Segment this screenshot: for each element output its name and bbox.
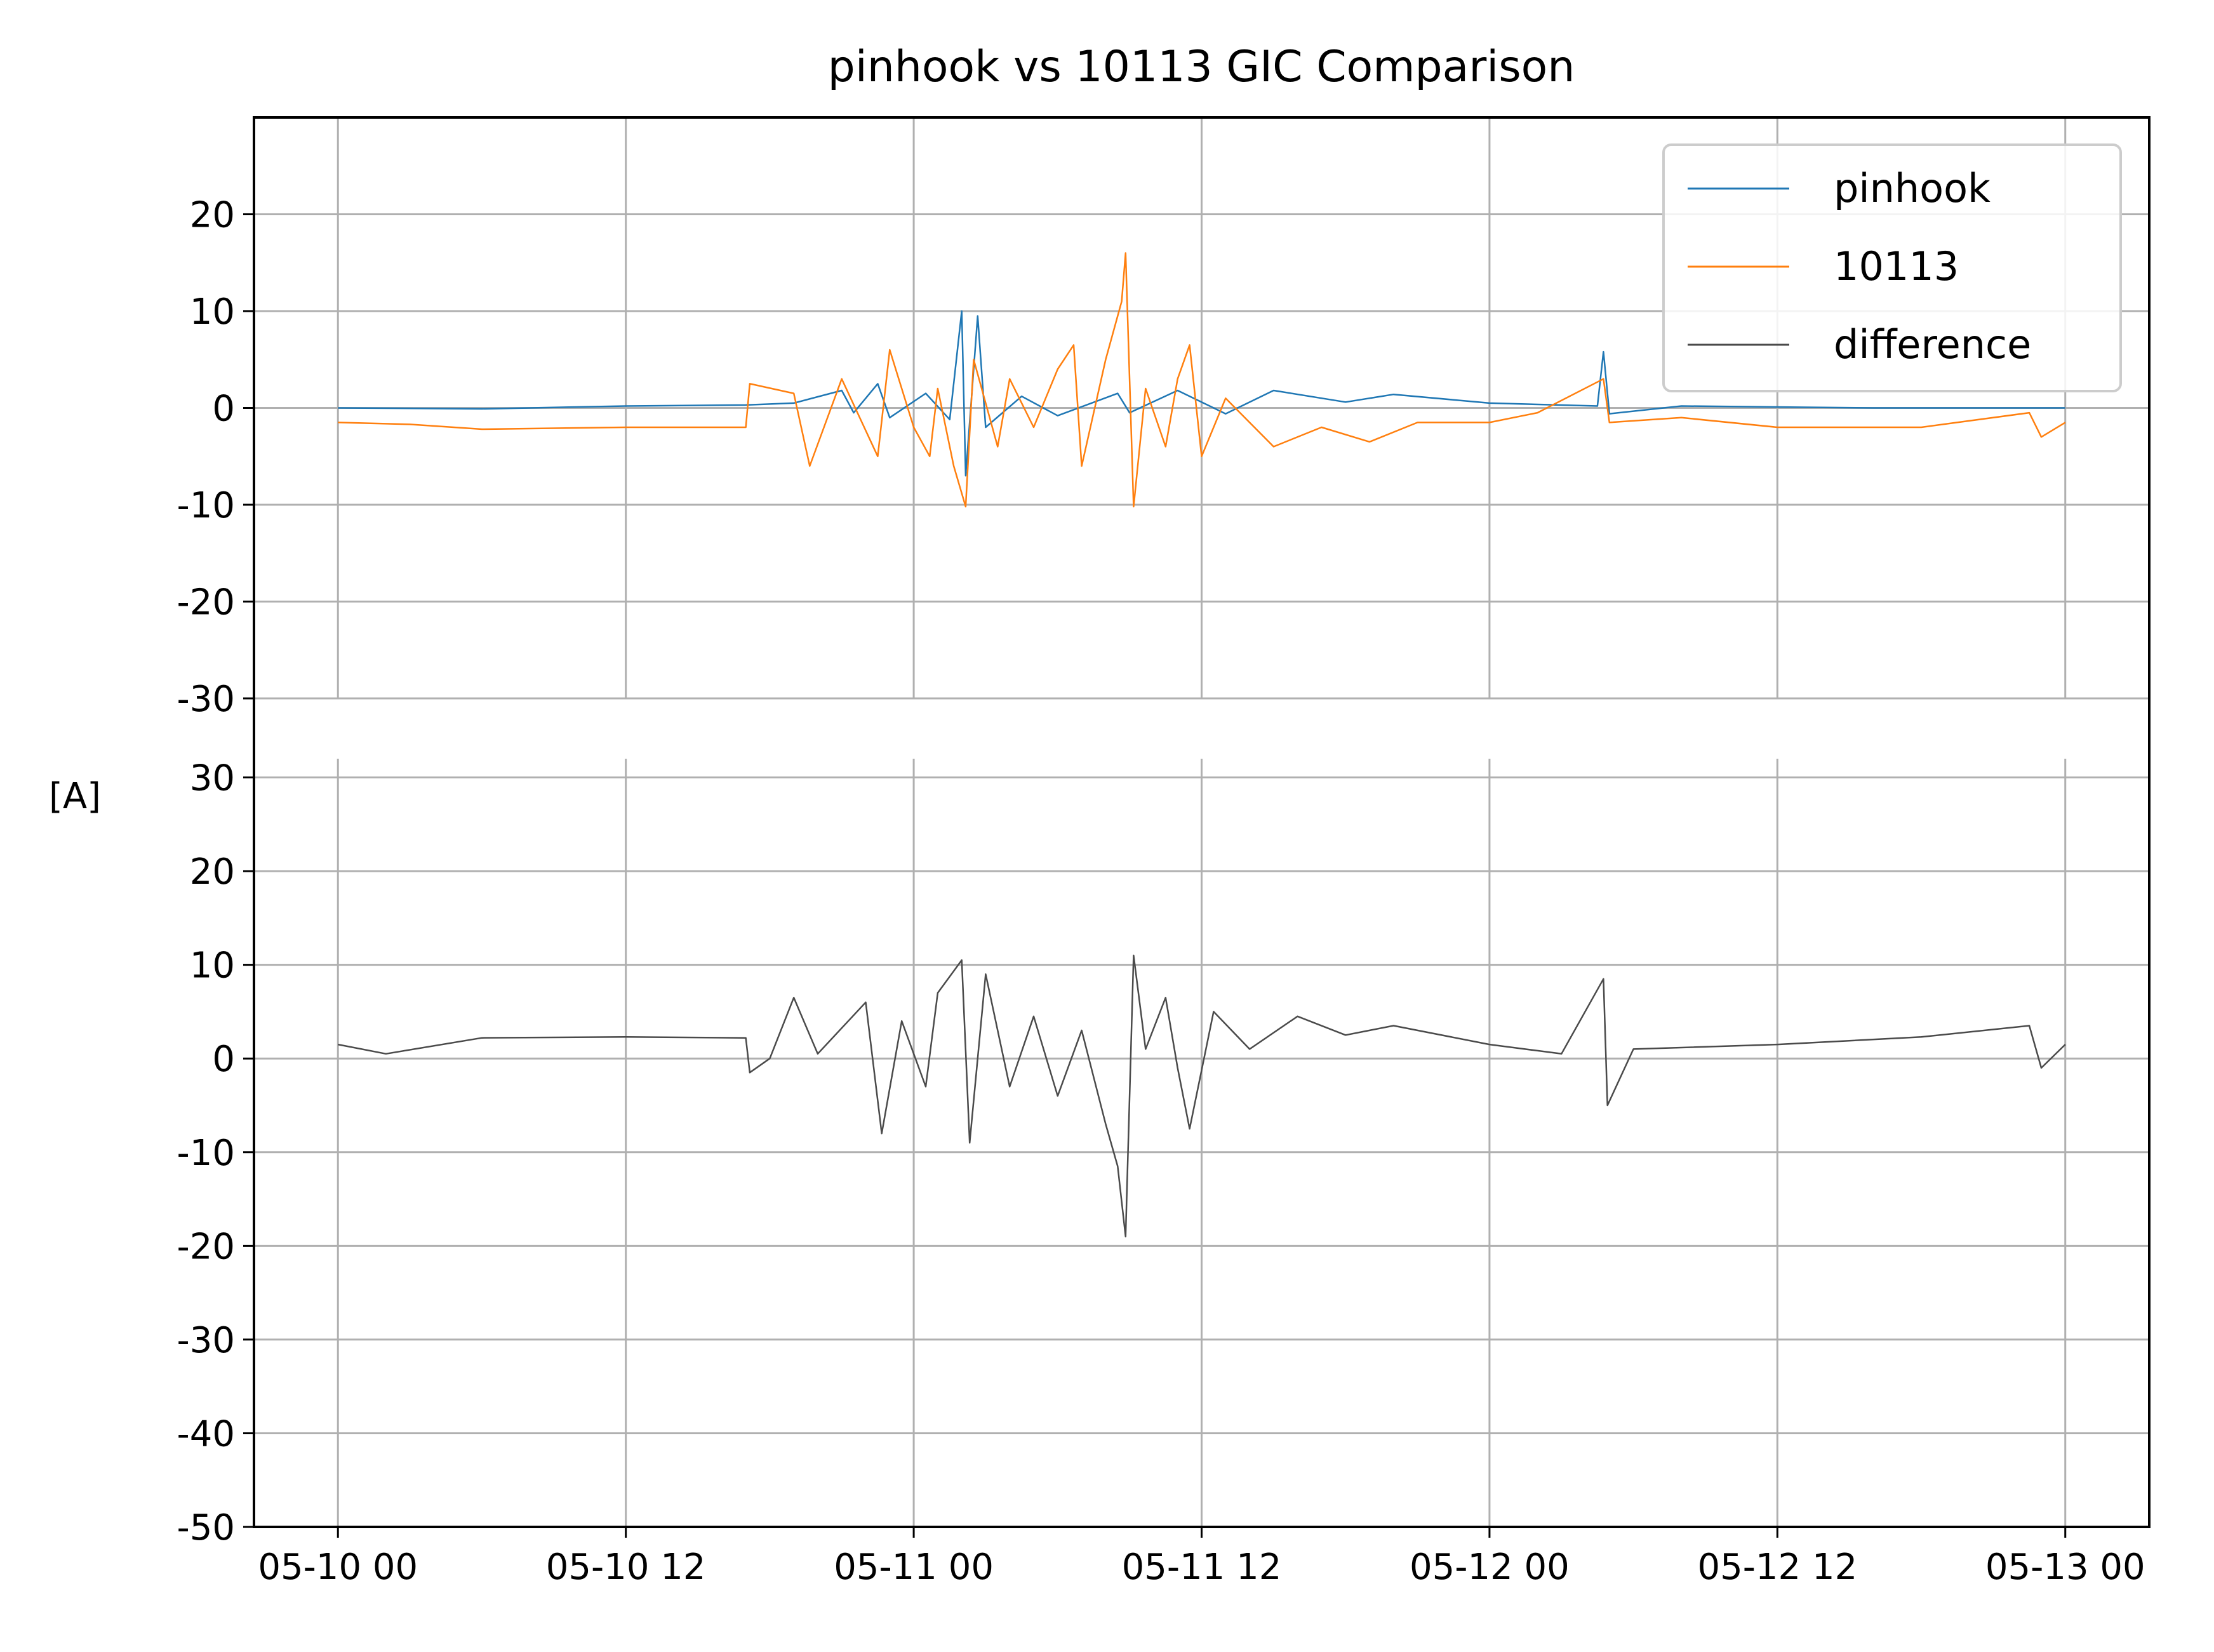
series-line-10113 [338,252,2066,508]
x-tick-label: 05-12 00 [1410,1547,1570,1588]
y-tick-label: -20 [177,582,235,623]
plot-area [337,252,2066,1237]
y-tick-label: -10 [177,1133,235,1174]
axis-ticks: 20 10 0 -10 -20 -30 30 20 10 0 -10 -20 -30 -40 -50 05-1… [177,195,2145,1589]
series-line-difference [337,954,2066,1237]
y-tick-label: 10 [190,291,235,333]
y-tick-label: 0 [212,389,235,430]
y-tick-label: 20 [190,851,235,893]
y-tick-label: -20 [177,1226,235,1267]
legend: pinhook 10113 difference [1662,143,2122,392]
y-tick-label: -10 [177,485,235,526]
legend-box [1662,143,2122,392]
y-tick-label: -30 [177,679,235,720]
x-tick-label: 05-12 12 [1697,1547,1857,1588]
y-tick-label: 0 [212,1039,235,1080]
y-tick-label: 10 [190,945,235,987]
x-tick-label: 05-13 00 [1985,1547,2145,1588]
x-tick-label: 05-10 00 [258,1547,418,1588]
y-tick-label: -40 [177,1413,235,1455]
legend-label-10113: 10113 [1834,243,1959,290]
y-tick-label: -50 [177,1507,235,1549]
y-axis-label: [A] [49,776,101,817]
legend-label-pinhook: pinhook [1834,165,1991,211]
y-tick-label: 20 [190,195,235,236]
chart-title: pinhook vs 10113 GIC Comparison [828,42,1575,92]
x-tick-label: 05-11 12 [1122,1547,1282,1588]
series-line-pinhook [338,310,2065,477]
legend-label-difference: difference [1834,321,2031,368]
x-tick-label: 05-10 12 [546,1547,706,1588]
grid [254,117,2149,1528]
y-tick-label: -30 [177,1320,235,1361]
x-tick-label: 05-11 00 [834,1547,994,1588]
y-tick-label: 30 [190,758,235,799]
